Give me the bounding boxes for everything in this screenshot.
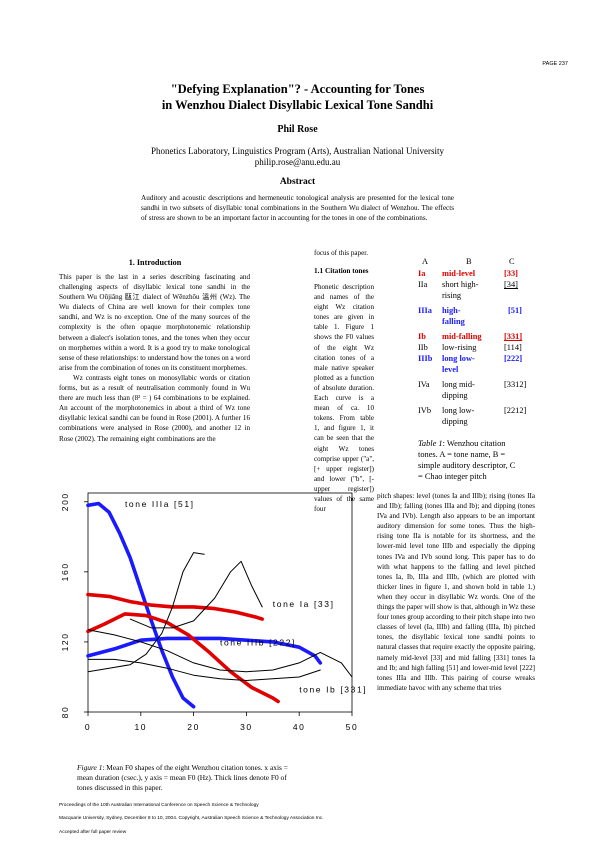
table-cell-descriptor: low-rising [442, 343, 477, 352]
paper-title: "Defying Explanation"? - Accounting for … [0, 81, 595, 113]
introduction-column: This paper is the last in a series descr… [59, 272, 250, 444]
table-cell-descriptor: mid-falling [442, 332, 482, 341]
series-line-tone-ia-33- [86, 592, 264, 621]
footer-review-note: Accepted after full paper review [59, 830, 127, 835]
series-annotation: tone IIIa [51] [125, 499, 195, 509]
series-line-other-tone [87, 552, 205, 673]
table-cell-tone: Ib [418, 332, 426, 341]
table-caption: Table 1: Wenzhou citation tones. A = ton… [418, 438, 518, 482]
table-cell-tone: IVa [418, 380, 430, 389]
intro-paragraph-2: Wz contrasts eight tones on monosyllabic… [59, 373, 250, 443]
citation-tones-text: Phonetic description and names of the ei… [314, 283, 374, 514]
table-cell-chao: [51] [508, 306, 522, 315]
table-cell-chao: [33] [504, 269, 518, 278]
figure-1-chart: 0 10 20 30 40 50 80 120 160 200 tone IIIa [51] tone… [60, 492, 367, 732]
page-number: PAGE 237 [542, 61, 568, 67]
x-tick-label: 20 [187, 722, 200, 732]
figure-caption-label: Figure 1 [77, 763, 103, 772]
table-cell-tone: IIIb [418, 354, 433, 363]
table-row: Ia mid-level [33] [418, 268, 538, 279]
y-tick-label: 80 [60, 706, 70, 719]
table-cell-descriptor: long mid-dipping [442, 380, 475, 400]
title-line-2: in Wenzhou Dialect Disyllabic Lexical To… [161, 98, 434, 112]
affiliation: Phonetics Laboratory, Linguistics Progra… [150, 146, 445, 156]
section-heading-introduction: 1. Introduction [128, 258, 182, 267]
series-line-other-tone [129, 560, 263, 629]
x-tick-label: 0 [85, 722, 91, 732]
figure-caption-text: : Mean F0 shapes of the eight Wenzhou ci… [77, 763, 288, 792]
table-cell-descriptor: long low-dipping [442, 406, 475, 426]
table-cell-chao: [331] [504, 332, 523, 341]
series-line-tone-iiia-51- [86, 501, 196, 709]
series-line-tone-iiib-222- [86, 636, 323, 665]
series-annotation: tone Ib [331] [299, 685, 367, 695]
y-tick-label: 200 [60, 492, 70, 511]
column3-text: pitch shapes: level (tones Ia and IIIb);… [377, 492, 535, 692]
table-row: IVa long mid-dipping [3312] [418, 379, 538, 401]
table-cell-tone: IIa [418, 280, 428, 289]
table-header-a: A [422, 257, 429, 266]
footer-venue: Macquarie University, Sydney, December 8… [59, 816, 324, 821]
table-cell-descriptor: long low-level [442, 354, 475, 374]
table-cell-chao: [34] [504, 280, 518, 289]
table-row: IVb long low-dipping [2212] [418, 405, 538, 427]
tone-table: Ia mid-level [33] IIa short high-rising … [418, 268, 538, 427]
table-cell-descriptor: mid-level [442, 269, 476, 278]
table-cell-chao: [222] [504, 354, 523, 363]
table-cell-descriptor: short high-rising [442, 280, 479, 300]
series-annotation: tone Ia [33] [273, 599, 335, 609]
table-cell-descriptor: high-falling [442, 306, 465, 326]
x-tick-label: 10 [134, 722, 147, 732]
table-header-b: B [466, 257, 472, 266]
series-line-tone-ib-331- [86, 612, 280, 704]
table-caption-label: Table 1 [418, 439, 443, 448]
table-cell-tone: IIIa [418, 306, 432, 315]
table-cell-tone: IVb [418, 406, 432, 415]
table-cell-chao: [114] [504, 343, 522, 352]
table-row: IIIb long low-level [222] [418, 353, 538, 375]
affiliation-block: Phonetics Laboratory, Linguistics Progra… [0, 146, 595, 168]
abstract-text: Auditory and acoustic descriptions and h… [141, 194, 454, 222]
y-tick-label: 160 [60, 562, 70, 581]
table-caption-text: : Wenzhou citation tones. A = tone name,… [418, 439, 516, 481]
plot-frame [87, 492, 353, 713]
table-header-c: C [509, 257, 515, 266]
title-line-1: "Defying Explanation"? - Accounting for … [170, 82, 425, 96]
table-cell-chao: [3312] [504, 380, 527, 389]
x-tick-label: 40 [293, 722, 306, 732]
footer-proceedings: Proceedings of the 10th Australian Inter… [59, 803, 259, 808]
author: Phil Rose [277, 124, 318, 135]
table-cell-chao: [2212] [504, 406, 527, 415]
figure-caption: Figure 1: Mean F0 shapes of the eight We… [77, 763, 292, 793]
table-row: Ib mid-falling [331] [418, 331, 538, 342]
email: philip.rose@anu.edu.au [254, 157, 341, 167]
table-cell-tone: Ia [418, 269, 426, 278]
x-tick-label: 30 [240, 722, 253, 732]
table-cell-tone: IIb [418, 343, 428, 352]
y-tick-label: 120 [60, 632, 70, 651]
abstract-heading: Abstract [279, 177, 316, 187]
x-tick-label: 50 [346, 722, 359, 732]
table-row: IIa short high-rising [34] [418, 279, 538, 301]
series-line-other-tone [87, 629, 353, 678]
series-line-other-tone [87, 658, 321, 681]
table-row: IIIa high-falling [51] [418, 305, 538, 327]
table-row: IIb low-rising [114] [418, 342, 538, 353]
subsection-heading-citation-tones: 1.1 Citation tones [314, 266, 369, 275]
column2-top-text: focus of this paper. [314, 249, 368, 257]
intro-paragraph-1: This paper is the last in a series descr… [59, 273, 250, 372]
series-annotation: tone IIIb [222] [220, 637, 296, 647]
